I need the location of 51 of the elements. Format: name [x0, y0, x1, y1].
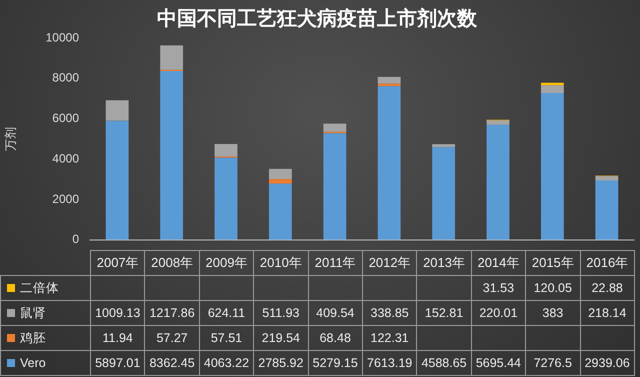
data-label: 120.05 [526, 276, 580, 300]
data-label: 5897.01 [90, 350, 145, 376]
y-tick-label: 8000 [52, 70, 80, 85]
data-label: 4063.22 [199, 350, 254, 376]
x-tick-label: 2010年 [254, 250, 308, 276]
data-label: 7276.5 [526, 350, 580, 376]
data-label: 122.31 [362, 326, 417, 350]
data-label: 8362.45 [144, 350, 200, 376]
legend-label: Vero [0, 350, 90, 376]
data-label: 219.54 [254, 326, 308, 350]
x-tick-label: 2009年 [199, 250, 254, 276]
data-label: 1217.86 [144, 300, 200, 326]
x-tick-label: 2007年 [90, 250, 145, 276]
data-label: 338.85 [362, 300, 417, 326]
legend-label: 鸡胚 [0, 326, 90, 350]
data-label: 22.88 [580, 276, 634, 300]
data-label: 11.94 [90, 326, 145, 350]
y-tick-label: 6000 [52, 111, 80, 126]
legend-label: 鼠肾 [0, 300, 90, 326]
y-axis-title: 万剂 [3, 126, 18, 151]
data-label: 511.93 [254, 300, 308, 326]
x-tick-label: 2012年 [362, 250, 417, 276]
data-label: 5279.15 [308, 350, 362, 376]
data-label: 31.53 [471, 276, 526, 300]
data-label: 220.01 [471, 300, 526, 326]
data-label: 624.11 [199, 300, 254, 326]
x-tick-label: 2016年 [580, 250, 634, 276]
data-label: 152.81 [416, 300, 472, 326]
data-label: 2785.92 [254, 350, 308, 376]
data-label: 4588.65 [416, 350, 472, 376]
data-label: 57.51 [199, 326, 254, 350]
y-tick-label: 4000 [52, 151, 80, 166]
data-label: 7613.19 [362, 350, 417, 376]
y-tick-label: 2000 [52, 192, 80, 206]
chart-title: 中国不同工艺狂犬病疫苗上市剂次数 [157, 6, 478, 30]
data-label: 2939.06 [580, 350, 634, 376]
data-label: 57.27 [144, 326, 200, 350]
x-tick-label: 2013年 [416, 250, 472, 276]
data-label: 68.48 [308, 326, 362, 350]
x-tick-label: 2015年 [526, 250, 580, 276]
x-tick-label: 2011年 [308, 250, 362, 276]
data-label: 5695.44 [471, 350, 526, 376]
y-tick-label: 0 [72, 232, 80, 246]
y-tick-label: 10000 [46, 30, 80, 44]
data-label: 218.14 [580, 300, 634, 326]
data-label: 383 [526, 300, 580, 326]
x-tick-label: 2008年 [144, 250, 200, 276]
data-label: 409.54 [308, 300, 362, 326]
data-label: 1009.13 [90, 300, 145, 326]
x-tick-label: 2014年 [471, 250, 526, 276]
legend-label: 二倍体 [0, 276, 90, 300]
